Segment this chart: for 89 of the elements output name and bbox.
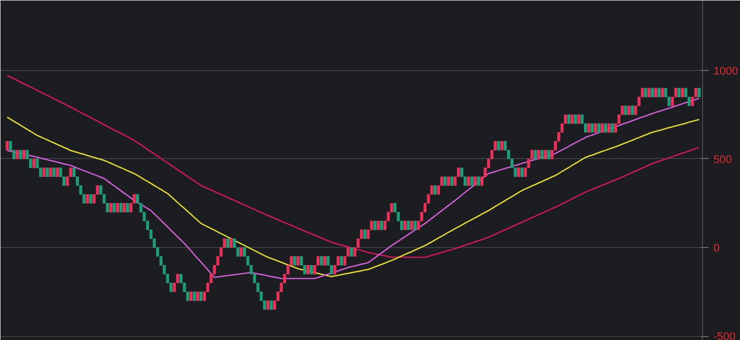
- candlestick: [306, 264, 310, 274]
- candlestick: [658, 88, 661, 98]
- candlestick: [266, 300, 270, 310]
- candlestick: [406, 220, 410, 230]
- candlestick: [450, 176, 454, 186]
- candlestick: [296, 256, 300, 266]
- candlestick: [540, 150, 544, 160]
- candlestick: [660, 88, 664, 98]
- candlestick: [190, 292, 193, 301]
- candlestick: [600, 123, 604, 133]
- y-tick-label: 0: [714, 242, 720, 255]
- candlestick: [32, 158, 36, 168]
- candlestick: [340, 256, 343, 266]
- candlestick: [470, 176, 474, 186]
- candlestick: [577, 114, 580, 124]
- candlestick: [537, 150, 540, 160]
- candlestick: [323, 256, 326, 266]
- candlestick: [630, 106, 634, 115]
- candlestick: [119, 203, 122, 212]
- candlestick: [112, 203, 116, 212]
- candlestick: [627, 106, 630, 115]
- candlestick: [434, 185, 437, 195]
- candlestick: [590, 123, 594, 133]
- candlestick: [678, 88, 681, 98]
- candlestick: [192, 292, 196, 301]
- candlestick: [414, 220, 417, 230]
- candlestick: [654, 88, 658, 98]
- candlestick: [310, 264, 313, 274]
- candlestick: [49, 168, 52, 177]
- candlestick: [230, 238, 233, 248]
- line-series: [6, 74, 700, 258]
- candlestick: [597, 123, 600, 133]
- candlestick: [680, 88, 684, 98]
- candlestick: [16, 150, 19, 160]
- candlestick: [46, 168, 49, 177]
- candlestick: [607, 123, 610, 133]
- candlestick: [56, 168, 59, 177]
- candlestick: [126, 203, 130, 212]
- candlestick: [520, 168, 524, 177]
- candlestick: [444, 176, 447, 186]
- candlestick: [403, 220, 406, 230]
- candlestick: [200, 292, 203, 301]
- candlestick: [446, 176, 450, 186]
- candlestick: [6, 141, 9, 150]
- candlestick: [410, 220, 414, 230]
- candlestick: [604, 123, 608, 133]
- candlestick: [587, 123, 590, 133]
- candlestick: [624, 106, 628, 115]
- candlestick: [698, 88, 701, 98]
- candlestick: [497, 141, 500, 150]
- candlestick: [363, 230, 366, 239]
- candlestick: [22, 150, 26, 160]
- candlestick: [376, 220, 380, 230]
- y-tick-label: 1000: [714, 65, 738, 78]
- candlestick: [89, 194, 92, 204]
- candlestick: [52, 168, 56, 177]
- candlestick: [644, 88, 648, 98]
- candlestick: [42, 168, 46, 177]
- candlestick: [320, 256, 323, 266]
- candlestick: [373, 220, 376, 230]
- candlestick: [534, 150, 537, 160]
- candlestick: [500, 141, 504, 150]
- candlestick: [86, 194, 89, 204]
- candlestick: [240, 247, 243, 257]
- candlestick: [380, 220, 384, 230]
- candlestick: [466, 176, 470, 186]
- y-tick-label: -500: [714, 331, 736, 340]
- candlestick: [226, 238, 230, 248]
- candlestick: [477, 176, 480, 186]
- candlestick: [547, 150, 550, 160]
- candlestick: [109, 203, 112, 212]
- candlestick: [196, 292, 200, 301]
- candlestick: [648, 88, 651, 98]
- candlestick: [650, 88, 654, 98]
- candlestick: [610, 123, 614, 133]
- candlestick: [544, 150, 547, 160]
- candlestick: [567, 114, 570, 124]
- candlestick: [293, 256, 296, 266]
- candlestick: [19, 150, 22, 160]
- candlestick: [517, 168, 520, 177]
- y-tick-label: 500: [714, 154, 732, 166]
- candlestick: [350, 247, 354, 257]
- candlestick: [474, 176, 477, 186]
- candlestick: [270, 300, 273, 310]
- candlestick: [570, 114, 574, 124]
- candlestick: [594, 123, 598, 133]
- candlestick: [122, 203, 126, 212]
- candlestick: [574, 114, 577, 124]
- candlestick: [116, 203, 120, 212]
